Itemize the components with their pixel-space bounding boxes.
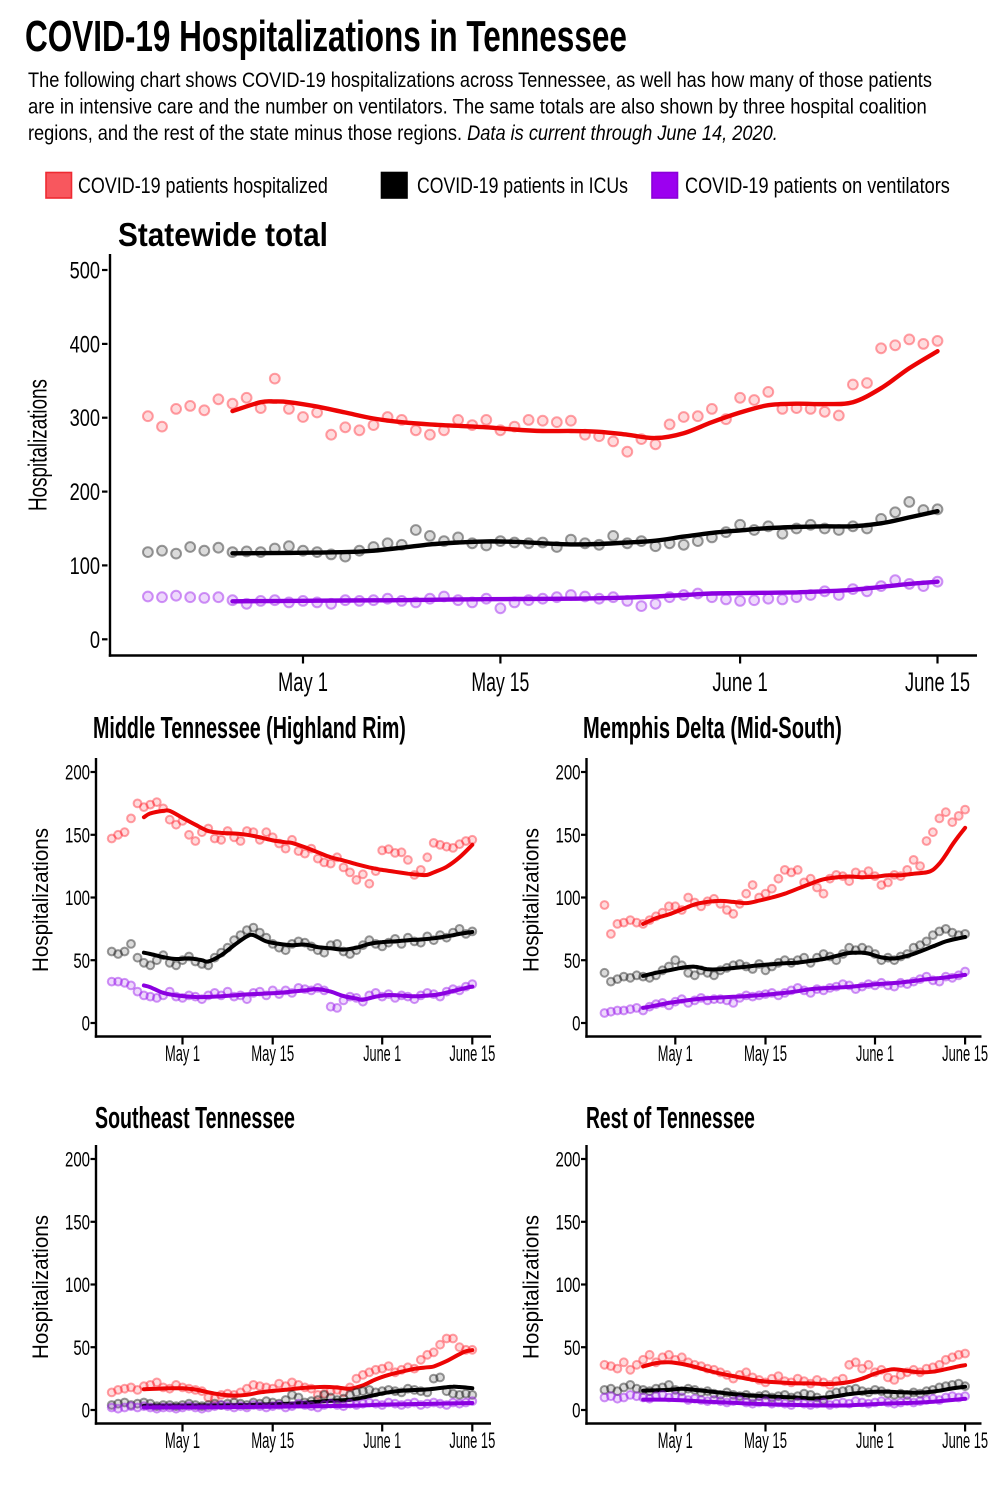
svg-text:150: 150	[556, 1210, 581, 1234]
svg-text:0: 0	[572, 1398, 580, 1422]
svg-text:June 15: June 15	[942, 1428, 988, 1452]
svg-text:May 1: May 1	[278, 666, 328, 696]
svg-text:0: 0	[82, 1398, 90, 1422]
svg-text:300: 300	[70, 405, 101, 432]
svg-text:May 15: May 15	[251, 1042, 294, 1066]
svg-text:May 15: May 15	[744, 1042, 787, 1066]
svg-text:regions, and the rest of the s: regions, and the rest of the state minus…	[28, 122, 778, 146]
svg-text:0: 0	[572, 1011, 580, 1035]
svg-text:150: 150	[65, 1210, 90, 1234]
svg-text:200: 200	[65, 760, 90, 784]
svg-text:May 1: May 1	[165, 1428, 200, 1452]
svg-text:100: 100	[65, 885, 90, 909]
svg-text:May 15: May 15	[471, 666, 529, 697]
svg-text:May 15: May 15	[744, 1429, 787, 1453]
svg-text:100: 100	[65, 1272, 90, 1296]
svg-text:400: 400	[70, 331, 101, 358]
svg-text:May 1: May 1	[165, 1041, 200, 1065]
svg-text:50: 50	[73, 1335, 90, 1359]
svg-text:Memphis Delta (Mid-South): Memphis Delta (Mid-South)	[583, 710, 842, 746]
svg-text:0: 0	[82, 1011, 90, 1035]
svg-text:200: 200	[65, 1147, 90, 1171]
svg-text:Rest of Tennessee: Rest of Tennessee	[586, 1102, 755, 1136]
svg-text:June 1: June 1	[712, 666, 767, 696]
svg-text:50: 50	[564, 948, 581, 972]
svg-text:Statewide total: Statewide total	[118, 217, 328, 254]
svg-text:500: 500	[70, 257, 101, 284]
svg-text:June 1: June 1	[363, 1428, 401, 1453]
svg-text:Southeast Tennessee: Southeast Tennessee	[95, 1102, 295, 1135]
svg-text:June 1: June 1	[363, 1041, 401, 1066]
svg-text:The following chart shows COVI: The following chart shows COVID-19 hospi…	[28, 69, 932, 93]
svg-text:Middle Tennessee (Highland Rim: Middle Tennessee (Highland Rim)	[93, 712, 406, 745]
svg-text:Hospitalizations: Hospitalizations	[27, 1215, 53, 1359]
svg-text:May 1: May 1	[658, 1428, 693, 1452]
svg-text:Hospitalizations: Hospitalizations	[517, 1215, 543, 1359]
svg-text:COVID-19 patients on ventilato: COVID-19 patients on ventilators	[685, 174, 950, 198]
svg-text:Hospitalizations: Hospitalizations	[27, 828, 53, 972]
svg-text:June 1: June 1	[856, 1041, 894, 1066]
svg-text:COVID-19 patients hospitalized: COVID-19 patients hospitalized	[78, 174, 328, 198]
svg-text:June 1: June 1	[856, 1428, 894, 1453]
svg-text:100: 100	[556, 1272, 581, 1296]
svg-text:June 15: June 15	[449, 1041, 495, 1065]
svg-text:50: 50	[73, 948, 90, 972]
svg-text:200: 200	[70, 479, 101, 506]
svg-text:June 15: June 15	[449, 1428, 495, 1452]
svg-text:150: 150	[65, 823, 90, 847]
svg-text:COVID-19 patients in ICUs: COVID-19 patients in ICUs	[417, 174, 628, 198]
svg-text:200: 200	[556, 1147, 581, 1171]
svg-text:50: 50	[564, 1335, 581, 1359]
svg-text:June 15: June 15	[905, 666, 970, 696]
svg-text:May 15: May 15	[251, 1429, 294, 1453]
svg-text:0: 0	[90, 626, 100, 653]
svg-text:150: 150	[556, 823, 581, 847]
svg-text:200: 200	[556, 760, 581, 784]
svg-text:Hospitalizations: Hospitalizations	[22, 379, 52, 511]
svg-text:100: 100	[70, 553, 101, 580]
svg-text:June 15: June 15	[942, 1041, 988, 1065]
svg-text:100: 100	[556, 885, 581, 909]
svg-text:COVID-19 Hospitalizations in T: COVID-19 Hospitalizations in Tennessee	[25, 12, 627, 61]
svg-text:Hospitalizations: Hospitalizations	[517, 828, 543, 972]
svg-text:May 1: May 1	[658, 1041, 693, 1065]
svg-text:are in intensive care and the: are in intensive care and the number on …	[28, 95, 927, 118]
